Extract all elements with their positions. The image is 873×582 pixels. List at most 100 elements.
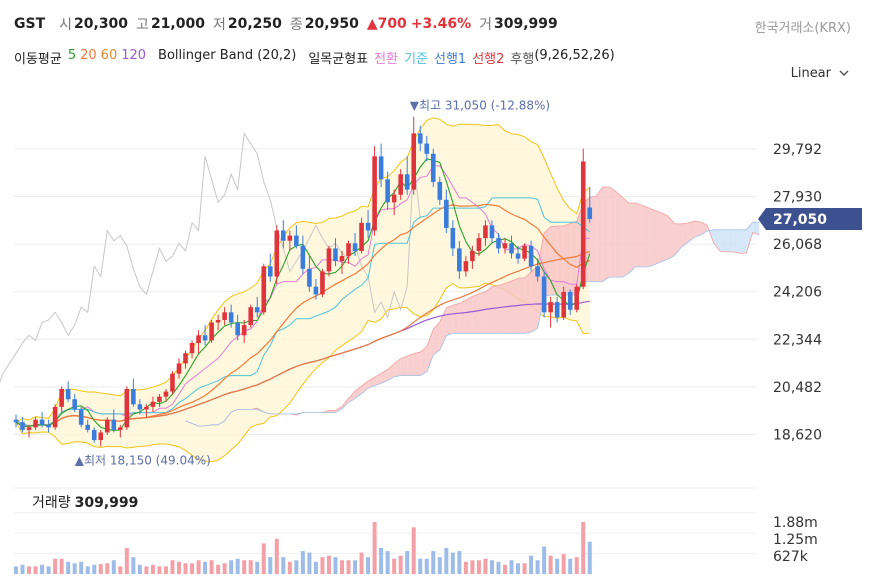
volume-bar	[353, 560, 358, 574]
ichimoku-cloud-segment	[583, 197, 590, 282]
ichimoku-cloud-segment	[596, 187, 603, 282]
candle-body	[287, 235, 293, 241]
ichimoku-cloud-segment	[609, 187, 616, 278]
ichimoku-cloud-segment	[413, 352, 421, 376]
ichimoku-cloud-segment	[628, 203, 636, 274]
scale-selector[interactable]: Linear	[791, 66, 849, 81]
ma-label[interactable]: 이동평균	[14, 52, 62, 67]
candle-body	[157, 396, 162, 402]
volume-bar	[59, 558, 64, 574]
candle-body	[215, 319, 221, 323]
candle-body	[437, 181, 443, 200]
volume-label: 거	[479, 17, 493, 33]
ma5-line	[15, 158, 591, 431]
ichimoku-cloud-segment	[355, 386, 362, 399]
ma5-label[interactable]: 5	[67, 48, 77, 63]
ichimoku-cloud-segment	[498, 283, 505, 334]
candle-body	[209, 322, 214, 341]
volume-bar	[346, 560, 351, 574]
current-price-tag	[758, 207, 862, 230]
conversion-label[interactable]: 전환	[374, 52, 399, 67]
volume-bar	[450, 552, 455, 574]
ma20-label[interactable]: 20	[80, 48, 97, 63]
ma60-label[interactable]: 60	[100, 48, 118, 63]
ichimoku-cloud-segment	[205, 424, 212, 427]
ichimoku-cloud-segment	[752, 222, 760, 235]
volume-bar	[496, 561, 501, 574]
volume-bar	[307, 552, 312, 574]
ichimoku-cloud-segment	[250, 408, 258, 410]
candle-body	[496, 238, 501, 249]
candle-body	[91, 429, 97, 441]
volume-bar	[177, 561, 181, 574]
change-value: ▲700	[366, 16, 407, 32]
candle-body	[111, 419, 117, 430]
ichimoku-cloud-segment	[563, 223, 571, 296]
ichimoku-span2	[185, 221, 760, 427]
candle-body	[574, 286, 580, 310]
ma60-line	[15, 250, 590, 428]
indicator-legend: 이동평균 5 20 60 120 Bollinger Band (20,2) 일…	[14, 48, 621, 67]
volume-bar	[548, 555, 553, 574]
candle-body	[365, 222, 371, 231]
ichimoku-base	[15, 197, 591, 427]
candle-body	[430, 153, 436, 182]
candle-body	[502, 243, 508, 249]
volume-title-label: 거래량	[32, 495, 71, 511]
ichimoku-cloud-segment	[485, 286, 492, 334]
volume-bar	[555, 558, 560, 574]
span2-label[interactable]: 선행2	[472, 52, 505, 67]
candle-body	[170, 373, 175, 392]
volume-bar	[98, 564, 103, 574]
ichimoku-cloud-segment	[257, 408, 264, 412]
ichimoku-cloud-segment	[289, 413, 297, 416]
ichimoku-cloud-segment	[537, 233, 545, 329]
base-label[interactable]: 기준	[404, 52, 428, 67]
y-tick-label: 26,068	[773, 237, 822, 253]
ichimoku-cloud-segment	[224, 411, 232, 421]
ichimoku-cloud-segment	[700, 221, 708, 235]
ichimoku-cloud-segment	[550, 226, 558, 296]
candle-body	[509, 243, 514, 254]
volume-bar	[14, 566, 18, 574]
scale-value: Linear	[790, 66, 831, 81]
ichimoku-cloud-segment	[746, 222, 753, 254]
volume-bar	[20, 564, 25, 574]
ichimoku-cloud-segment	[707, 225, 714, 243]
ichimoku-cloud-segment	[296, 412, 303, 416]
candle-body	[450, 227, 456, 249]
volume-bar	[27, 566, 32, 574]
ichimoku-cloud-segment	[368, 377, 375, 389]
ichimoku-cloud-segment	[570, 221, 577, 296]
candle-body	[554, 302, 560, 318]
ichimoku-cloud-segment	[622, 197, 629, 278]
volume-bar	[85, 566, 90, 574]
candle-body	[144, 406, 149, 410]
volume-bar	[405, 551, 410, 574]
ichimoku-cloud-segment	[576, 203, 584, 296]
volume-bar	[587, 541, 592, 574]
ichimoku-cloud-segment	[531, 266, 538, 333]
candle-body	[183, 353, 188, 364]
ichimoku-span1	[185, 186, 760, 427]
volume-bar	[418, 558, 423, 574]
ichimoku-label[interactable]: 일목균형표	[308, 52, 369, 67]
volume-bar	[144, 566, 149, 574]
ichimoku-cloud-segment	[439, 307, 447, 350]
candle-body	[515, 253, 521, 259]
bollinger-label[interactable]: Bollinger Band (20,2)	[158, 48, 297, 63]
lagging-label[interactable]: 후행	[510, 52, 535, 67]
y-tick-label: 22,344	[773, 332, 822, 348]
ichimoku-cloud-segment	[713, 229, 721, 252]
span1-label[interactable]: 선행1	[433, 52, 467, 67]
volume-bar	[457, 551, 462, 574]
candle-body	[98, 432, 104, 441]
candle-body	[489, 225, 495, 239]
volume-bar	[574, 557, 579, 574]
low-value: 20,250	[227, 16, 282, 32]
ma120-label[interactable]: 120	[121, 48, 147, 63]
candle-body	[65, 388, 71, 400]
volume-bar	[183, 563, 188, 574]
candle-body	[522, 245, 527, 259]
ichimoku-cloud-segment	[231, 409, 238, 412]
